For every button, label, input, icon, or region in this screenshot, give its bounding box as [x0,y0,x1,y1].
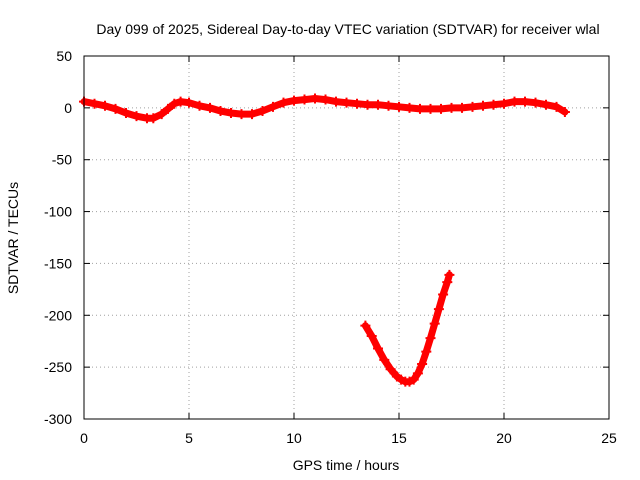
data-point [488,99,499,110]
y-tick-label: 50 [56,48,72,64]
data-point [444,269,455,280]
data-point [520,96,530,107]
data-point [385,364,396,375]
data-point [446,102,457,113]
data-point [404,102,415,113]
data-point [331,96,341,107]
data-point [278,97,289,108]
data-point [236,109,247,120]
data-point [341,97,352,108]
data-point [436,103,446,114]
y-tick-label: 0 [64,100,72,116]
y-tick-label: -250 [44,359,72,375]
data-point [100,100,110,111]
data-point [559,107,570,118]
y-tick-label: -150 [44,255,72,271]
x-tick-label: 15 [391,430,407,446]
series-arc [360,269,455,387]
data-point [551,101,562,112]
data-point [121,108,131,119]
data-point [373,343,383,354]
data-point [289,95,299,106]
data-point [429,318,440,329]
data-point [467,101,478,112]
data-point [310,93,320,104]
data-point [499,98,509,109]
data-point [110,103,121,114]
data-point [268,101,278,112]
data-point [408,374,419,385]
data-point [478,100,488,111]
axis-ticks: 0 5 10 15 20 25 50 0 -50 -100 -150 -200 -250 -300 [44,48,617,446]
data-point [366,331,377,342]
y-tick-label: -100 [44,204,72,220]
data-point [442,277,453,288]
data-point [433,304,444,315]
data-point [421,346,432,357]
data-point [184,97,194,108]
data-point [257,105,268,116]
data-point [509,96,520,107]
data-point [360,320,371,331]
x-tick-label: 25 [601,430,617,446]
data-point [438,289,449,300]
data-point [175,96,186,107]
data-point [425,103,436,114]
data-point [205,102,215,113]
data-point [247,109,257,120]
data-point [415,103,425,114]
data-point [530,97,541,108]
data-point [215,105,226,116]
x-tick-label: 5 [185,430,193,446]
data-point [194,100,205,111]
data-point [417,359,428,370]
series-main [79,93,570,124]
data-point [457,102,467,113]
data-point [352,98,362,109]
y-tick-label: -50 [52,152,72,168]
data-point [226,108,236,119]
series-line [361,271,453,386]
data-point [131,111,142,122]
data-point [148,113,159,124]
y-axis-label: SDTVAR / TECUs [5,182,21,294]
data-point [163,103,173,114]
data-point [89,98,100,109]
data-point [156,109,167,120]
x-tick-label: 10 [286,430,302,446]
x-axis-label: GPS time / hours [293,457,400,473]
data-point [412,368,423,379]
data-point [299,94,310,105]
data-point [541,99,551,110]
data-point [379,354,390,365]
data-point [394,101,404,112]
y-tick-label: -200 [44,307,72,323]
data-series [79,93,570,387]
data-point [169,98,180,109]
grid-lines [84,56,609,419]
data-point [362,99,373,110]
data-point [425,333,436,344]
plot-frame [83,55,610,420]
chart-title: Day 099 of 2025, Sidereal Day-to-day VTE… [96,21,599,37]
x-tick-label: 0 [80,430,88,446]
x-tick-label: 20 [496,430,512,446]
data-point [383,100,394,111]
data-point [373,99,383,110]
y-tick-label: -300 [44,411,72,427]
data-point [320,94,331,105]
